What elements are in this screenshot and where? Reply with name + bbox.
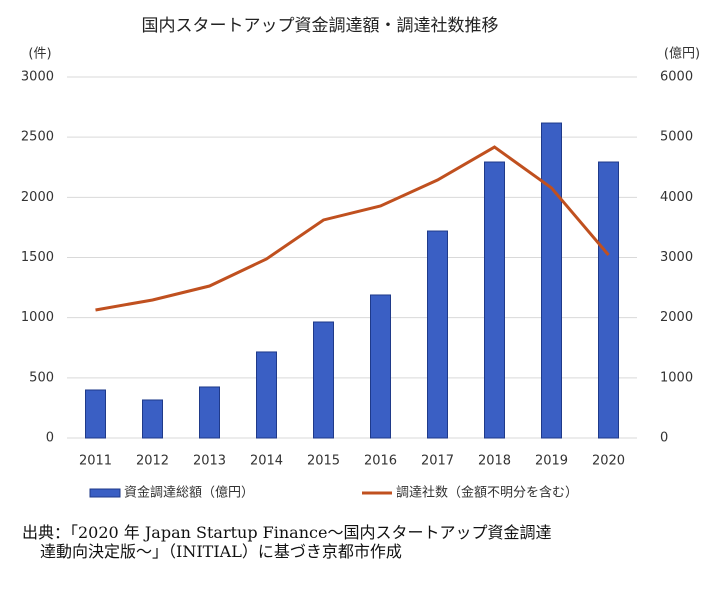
bar bbox=[256, 351, 277, 439]
y-tick-label: 3000 bbox=[21, 70, 54, 85]
x-tick-label: 2015 bbox=[307, 454, 340, 469]
x-tick-label: 2012 bbox=[136, 454, 169, 469]
x-tick-label: 2018 bbox=[478, 454, 511, 469]
y2-axis-label: (億円) bbox=[664, 46, 700, 62]
y-axis-label: (件) bbox=[28, 47, 51, 62]
bar bbox=[85, 389, 106, 439]
bar bbox=[313, 321, 334, 439]
bar bbox=[484, 161, 505, 439]
source-line: 出典：「2020 年 Japan Startup Finance～国内スタートア… bbox=[22, 523, 552, 542]
chart-title: 国内スタートアップ資金調達額・調達社数推移 bbox=[142, 16, 499, 36]
y2-tick-label: 1000 bbox=[660, 370, 693, 385]
source-note: 出典：「2020 年 Japan Startup Finance～国内スタートア… bbox=[22, 523, 702, 561]
y2-tick-label: 2000 bbox=[660, 310, 693, 325]
bar bbox=[427, 230, 448, 439]
x-tick-label: 2017 bbox=[421, 454, 454, 469]
x-tick-label: 2020 bbox=[592, 454, 625, 469]
bar bbox=[370, 294, 391, 439]
bar bbox=[598, 161, 619, 439]
y2-tick-label: 6000 bbox=[660, 70, 693, 85]
x-tick-label: 2013 bbox=[193, 454, 226, 469]
x-tick-label: 2014 bbox=[250, 454, 283, 469]
bar bbox=[142, 399, 163, 439]
y-tick-label: 2000 bbox=[21, 190, 54, 205]
y-tick-label: 2500 bbox=[21, 130, 54, 145]
y-tick-label: 1500 bbox=[21, 250, 54, 265]
y2-tick-label: 5000 bbox=[660, 130, 693, 145]
y-tick-label: 1000 bbox=[21, 310, 54, 325]
chart: 国内スタートアップ資金調達額・調達社数推移 (件) (億円) 0 500 1000 1… bbox=[21, 16, 700, 501]
bar bbox=[199, 386, 220, 439]
line bbox=[95, 145, 610, 312]
y2-tick-label: 4000 bbox=[660, 190, 693, 205]
y2-tick-label: 0 bbox=[660, 431, 668, 446]
x-tick-label: 2011 bbox=[79, 454, 112, 469]
y-tick-label: 0 bbox=[46, 431, 54, 446]
legend-label: 調達社数（金額不明分を含む） bbox=[396, 485, 578, 501]
y-tick-label: 500 bbox=[29, 370, 54, 385]
source-line: 達動向決定版～」（INITIAL）に基づき京都市作成 bbox=[40, 542, 402, 561]
bar bbox=[541, 122, 562, 439]
legend-label: 資金調達総額（億円） bbox=[124, 485, 254, 501]
y2-tick-label: 3000 bbox=[660, 250, 693, 265]
x-tick-label: 2019 bbox=[535, 454, 568, 469]
legend-swatch bbox=[89, 488, 121, 498]
x-tick-label: 2016 bbox=[364, 454, 397, 469]
